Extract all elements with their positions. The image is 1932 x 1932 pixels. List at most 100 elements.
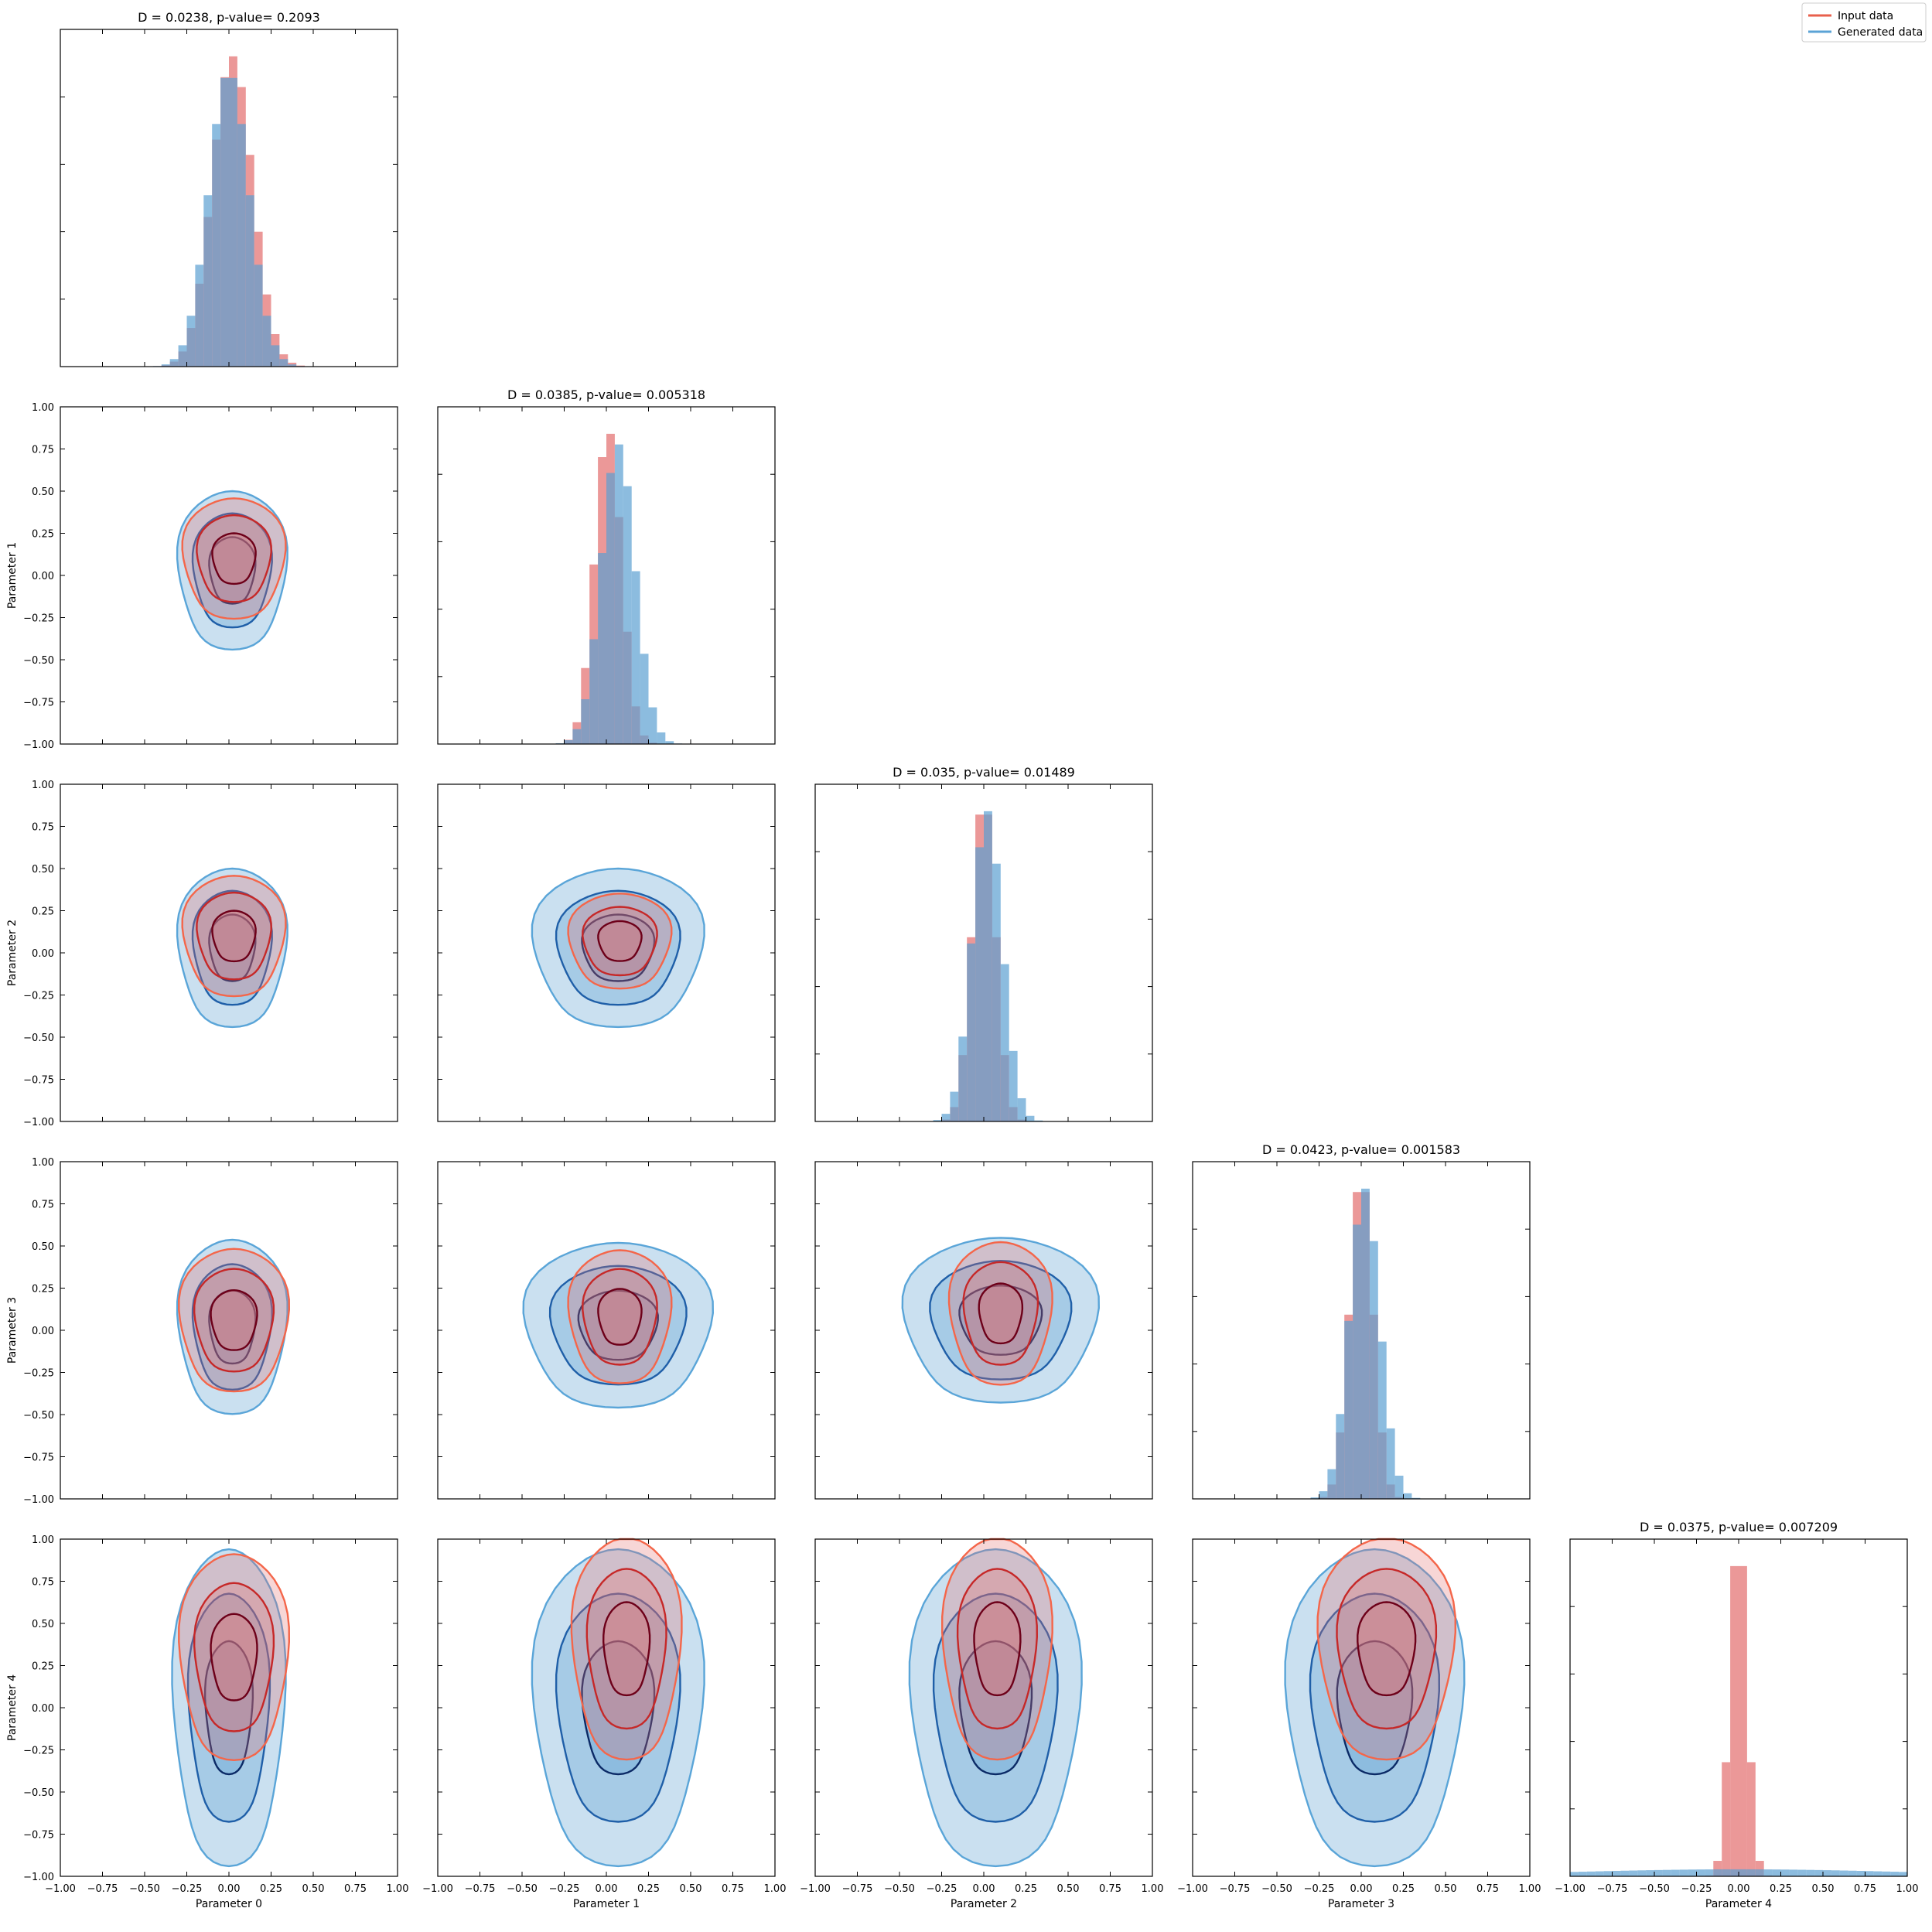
y-tick-label: −0.25	[23, 991, 54, 1002]
hist-bar-generated	[1696, 1869, 1705, 1876]
hist-bar-generated	[967, 943, 976, 1121]
panel-r2-c0: −1.00 −0.75 −0.50 −0.25 0.00 0.25 0.50 0.75 1.00…	[6, 780, 398, 1128]
y-tick-label: −1.00	[23, 739, 54, 751]
x-tick-label: −0.25	[1681, 1883, 1712, 1895]
hist-bar-generated	[1722, 1869, 1731, 1876]
panel-r4-c4: D = 0.0375, p-value= 0.007209−1.00 −0.75−…	[1555, 1520, 1918, 1910]
hist-bar-generated	[288, 364, 297, 367]
x-tick-label: −0.75	[1220, 1883, 1251, 1895]
hist-bar-generated	[229, 77, 237, 367]
hist-bar-generated	[1789, 1869, 1798, 1876]
hist-bar-generated	[1730, 1869, 1739, 1876]
x-tick-label: −1.00	[45, 1883, 76, 1895]
x-tick-label: 1.00	[387, 1883, 409, 1895]
hist-bar-generated	[657, 732, 666, 744]
hist-bar-generated	[161, 364, 170, 367]
x-tick-label: −0.50	[884, 1883, 915, 1895]
hist-bar-generated	[1839, 1870, 1848, 1876]
y-tick-label: 0.00	[32, 1703, 54, 1715]
hist-bar-generated	[1763, 1869, 1773, 1876]
y-axis-label: Parameter 2	[6, 920, 19, 986]
hist-bar-input	[1722, 1762, 1731, 1876]
x-tick-label: 1.00	[1896, 1883, 1919, 1895]
contour-generated-inner	[1336, 1640, 1414, 1776]
y-tick-label: −0.50	[23, 1033, 54, 1044]
x-tick-label: −0.25	[172, 1883, 203, 1895]
x-axis-label: Parameter 0	[196, 1898, 262, 1910]
y-tick-label: 1.00	[32, 780, 54, 791]
panel-r2-c2: D = 0.035, p-value= 0.01489	[814, 765, 1153, 1122]
hist-bar-generated	[1017, 1097, 1026, 1121]
contour-input-inner	[597, 920, 643, 962]
hist-bar-generated	[1570, 1872, 1579, 1876]
contour-input-inner	[210, 1613, 258, 1702]
x-tick-label: 0.25	[260, 1883, 282, 1895]
hist-bar-generated	[1662, 1869, 1671, 1876]
x-tick-label: 0.50	[680, 1883, 702, 1895]
hist-bar-generated	[1000, 964, 1009, 1121]
x-tick-label: −1.00	[1177, 1883, 1208, 1895]
hist-bar-generated	[589, 639, 599, 744]
hist-bar-generated	[237, 124, 246, 367]
hist-bar-generated	[1823, 1870, 1831, 1876]
panel-r4-c0: −1.00−1.00 −0.75 −0.75 −0.50 −0.50 −0.25 −0.25…	[6, 1534, 408, 1910]
x-tick-label: −1.00	[1555, 1883, 1586, 1895]
diagonal-title: D = 0.0423, p-value= 0.001583	[1262, 1142, 1460, 1157]
hist-bar-generated	[1612, 1871, 1621, 1876]
y-tick-label: −0.50	[23, 1410, 54, 1422]
hist-bar-generated	[1882, 1871, 1891, 1876]
x-tick-label: −0.25	[927, 1883, 957, 1895]
contour-input-mid	[196, 891, 272, 981]
contour-input-inner	[1357, 1601, 1417, 1697]
hist-bar-generated	[1739, 1869, 1747, 1876]
panel-r4-c1: −1.00 −0.75 −0.50 −0.25 0.00 0.25 0.50 0.75 1.00…	[422, 1538, 786, 1910]
x-tick-label: −0.50	[1261, 1883, 1292, 1895]
hist-bar-generated	[1679, 1869, 1688, 1876]
panel-r3-c1	[437, 1161, 776, 1500]
x-tick-label: 1.00	[1519, 1883, 1541, 1895]
hist-bar-generated	[1806, 1869, 1815, 1876]
contour-input-mid	[582, 906, 658, 977]
y-tick-label: −1.00	[23, 1872, 54, 1883]
x-tick-label: 1.00	[1142, 1883, 1164, 1895]
hist-bar-generated	[271, 345, 280, 367]
hist-bar-generated	[1327, 1469, 1336, 1499]
panel-r0-c0: D = 0.0238, p-value= 0.2093	[60, 10, 398, 367]
x-tick-label: −0.25	[1304, 1883, 1335, 1895]
x-tick-label: −1.00	[422, 1883, 453, 1895]
hist-bar-generated	[975, 847, 984, 1121]
x-tick-label: −1.00	[800, 1883, 831, 1895]
hist-bar-generated	[933, 1120, 942, 1121]
hist-bar-generated	[1713, 1869, 1722, 1876]
hist-bar-generated	[1746, 1869, 1756, 1876]
x-tick-label: −0.75	[465, 1883, 496, 1895]
panel-r1-c0: −1.00 −0.75 −0.50 −0.25 0.00 0.25 0.50 0.75 1.00…	[6, 402, 398, 751]
hist-bar-generated	[1637, 1870, 1647, 1876]
contour-generated-mid	[191, 1263, 273, 1391]
panel-r4-c2: −1.00 −0.75 −0.50 −0.25 0.00 0.25 0.50 0.75 1.00…	[800, 1538, 1164, 1910]
hist-bar-input	[1739, 1565, 1747, 1876]
contour-input-mid	[962, 1261, 1039, 1366]
x-tick-label: 0.25	[1770, 1883, 1792, 1895]
hist-bar-generated	[648, 707, 657, 744]
y-tick-label: 0.00	[32, 1326, 54, 1337]
hist-bar-generated	[220, 77, 229, 367]
y-tick-label: −1.00	[23, 1494, 54, 1506]
y-tick-label: −0.75	[23, 1075, 54, 1087]
x-tick-label: 0.50	[302, 1883, 325, 1895]
hist-bar-generated	[1411, 1497, 1421, 1499]
diagonal-title: D = 0.0385, p-value= 0.005318	[507, 387, 705, 402]
hist-bar-generated	[572, 729, 582, 744]
x-tick-label: 0.75	[1854, 1883, 1876, 1895]
x-tick-label: 0.00	[973, 1883, 995, 1895]
hist-bar-generated	[631, 571, 640, 744]
corner-panels: D = 0.0238, p-value= 0.2093 −1.00 −0.75 −0.…	[6, 10, 1918, 1910]
x-axis-label: Parameter 1	[573, 1898, 640, 1910]
hist-bar-generated	[1403, 1493, 1412, 1499]
diagonal-title: D = 0.0238, p-value= 0.2093	[138, 10, 320, 25]
hist-bar-generated	[1377, 1341, 1387, 1499]
y-tick-label: 0.75	[32, 1577, 54, 1589]
contour-input-inner	[597, 1288, 643, 1346]
x-tick-label: 0.25	[1392, 1883, 1415, 1895]
